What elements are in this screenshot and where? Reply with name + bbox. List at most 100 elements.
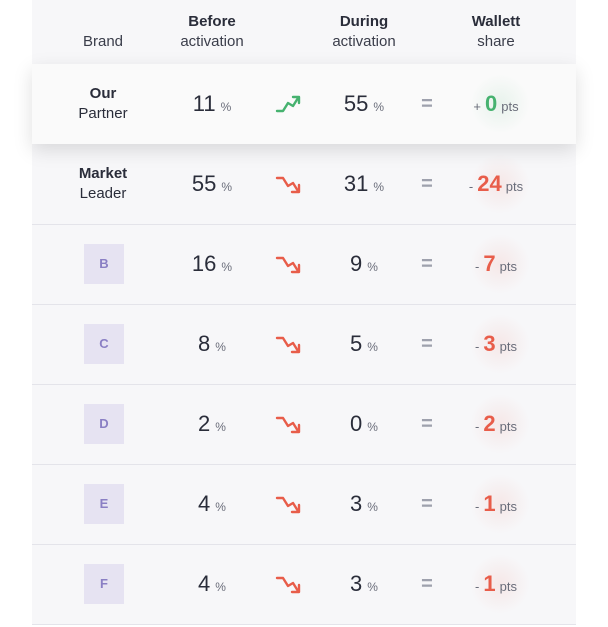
during-value: 55% [304,64,424,144]
share-points: 7 [483,251,496,276]
during-value: 3% [304,464,424,544]
trend-down-icon [275,496,301,514]
before-value: 11% [152,64,272,144]
share-sign: - [475,339,480,354]
share-change: -2 pts [436,384,556,464]
share-points: 0 [485,91,498,116]
header-brand: Brand [52,32,154,52]
equals-sign: = [421,493,433,515]
equals-sign: = [421,93,433,115]
header-share-line2: share [477,33,515,50]
during-value: 0% [304,384,424,464]
equals-sign: = [421,333,433,355]
share-glow [470,314,530,374]
trend-down-icon [275,256,301,274]
during-number: 5 [350,331,363,356]
percent-unit: % [215,500,226,514]
percent-unit: % [367,260,378,274]
share-sign: + [473,99,481,114]
equals-sign: = [421,573,433,595]
table-row: Market Leader 55% 31% = -24 pts [32,144,576,225]
before-value: 4% [152,464,272,544]
share-change: -7 pts [436,224,556,304]
trend-down-icon [275,416,301,434]
header-during-line2: activation [332,33,396,50]
header-before-line2: activation [180,33,244,50]
table-header: Brand Before activation During activatio… [32,0,576,65]
before-number: 2 [198,411,211,436]
points-unit: pts [499,579,517,594]
before-number: 11 [192,91,216,116]
table-row: E 4% 3% = -1 pts [32,464,576,545]
percent-unit: % [367,340,378,354]
before-value: 16% [152,224,272,304]
table-row: B 16% 9% = -7 pts [32,224,576,305]
percent-unit: % [367,420,378,434]
share-glow [470,474,530,534]
header-during: During activation [304,12,424,52]
during-value: 31% [304,144,424,224]
points-unit: pts [499,259,517,274]
percent-unit: % [367,500,378,514]
share-sign: - [475,499,480,514]
share-glow [470,74,530,134]
header-share-line1: Wallett [471,13,521,30]
trend-down-icon [275,176,301,194]
share-change: -24 pts [436,144,556,224]
share-glow [470,154,530,214]
percent-unit: % [221,260,233,274]
before-number: 8 [198,331,211,356]
before-number: 4 [198,491,211,516]
brand-name-line1: Market [78,165,128,182]
brand-badge: B [84,244,124,284]
share-glow [470,554,530,614]
during-number: 9 [350,251,363,276]
table-row: D 2% 0% = -2 pts [32,384,576,465]
share-change: -1 pts [436,464,556,544]
during-value: 9% [304,224,424,304]
before-number: 4 [198,571,211,596]
before-value: 2% [152,384,272,464]
points-unit: pts [501,99,519,114]
share-points: 1 [483,571,496,596]
brand-badge: D [84,404,124,444]
share-sign: - [468,179,474,194]
share-points: 3 [483,331,496,356]
before-number: 16 [191,251,217,276]
before-value: 4% [152,544,272,624]
percent-unit: % [215,580,226,594]
during-value: 5% [304,304,424,384]
brand-name-line2: Partner [78,105,128,122]
equals-sign: = [421,253,433,275]
equals-sign: = [421,413,433,435]
share-sign: - [475,419,480,434]
percent-unit: % [215,340,226,354]
before-number: 55 [191,171,217,196]
during-number: 55 [343,91,369,116]
percent-unit: % [221,180,233,194]
header-before: Before activation [152,12,272,52]
header-before-line1: Before [188,13,236,30]
trend-up-icon [275,95,301,113]
table-row: C 8% 5% = -3 pts [32,304,576,385]
share-change: -1 pts [436,544,556,624]
share-sign: - [475,579,480,594]
header-during-line1: During [339,13,389,30]
points-unit: pts [499,419,517,434]
points-unit: pts [499,339,517,354]
percent-unit: % [373,180,385,194]
during-number: 31 [343,171,369,196]
brand-badge: C [84,324,124,364]
brand-badge: F [84,564,124,604]
share-points: 1 [483,491,496,516]
brand-badge: E [84,484,124,524]
trend-down-icon [275,336,301,354]
brand-name: Our Partner [52,84,154,124]
share-glow [470,394,530,454]
brand-name: Market Leader [52,164,154,204]
during-number: 3 [350,571,363,596]
during-number: 3 [350,491,363,516]
during-value: 3% [304,544,424,624]
percent-unit: % [215,420,226,434]
brand-name-line1: Our [89,85,117,102]
